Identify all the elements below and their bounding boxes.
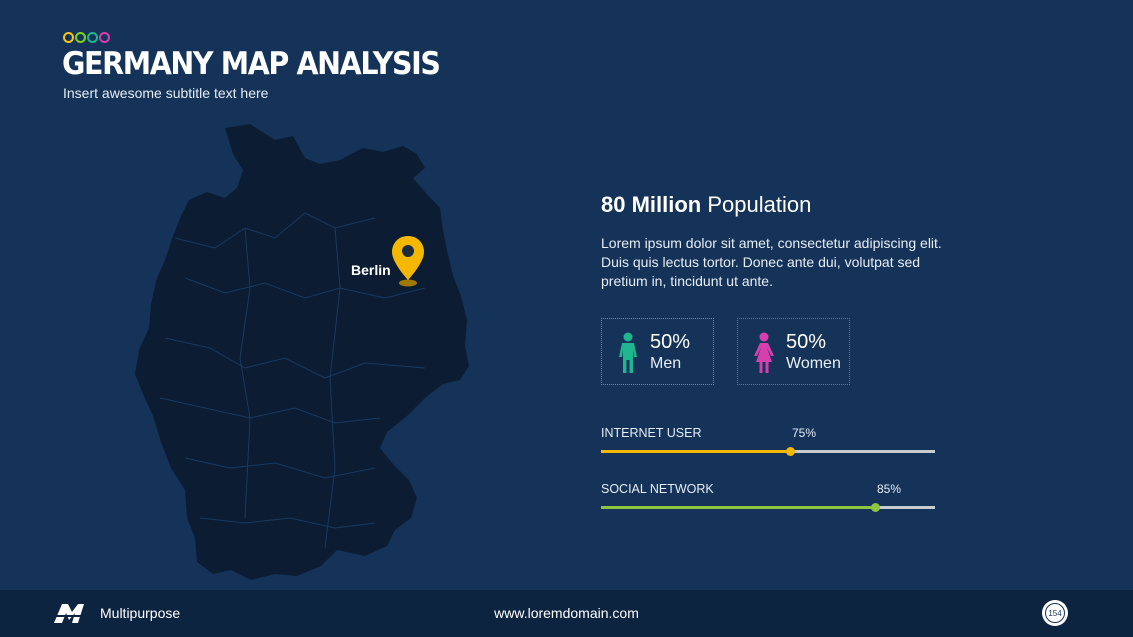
- page-number-badge: 154: [1042, 600, 1068, 626]
- page-title: GERMANY MAP ANALYSIS: [62, 46, 441, 82]
- page-number: 154: [1045, 603, 1065, 623]
- women-stat-card: 50% Women: [737, 318, 850, 385]
- social-network-label: SOCIAL NETWORK: [601, 482, 714, 496]
- color-dots-decoration: [63, 32, 110, 43]
- women-label: Women: [786, 355, 841, 372]
- population-heading: 80 Million Population: [601, 192, 811, 218]
- description-text: Lorem ipsum dolor sit amet, consectetur …: [601, 235, 942, 289]
- page-subtitle: Insert awesome subtitle text here: [63, 85, 269, 101]
- population-value: 80 Million: [601, 192, 702, 217]
- internet-user-progress-bar: [601, 447, 935, 456]
- internet-user-label: INTERNET USER: [601, 426, 702, 440]
- map-pin-icon: [392, 236, 424, 287]
- dot-pink: [99, 32, 110, 43]
- dot-green: [75, 32, 86, 43]
- internet-user-bar-knob: [785, 447, 795, 456]
- female-icon: [754, 332, 774, 373]
- brand-name: Multipurpose: [100, 605, 181, 621]
- population-label: Population: [701, 192, 812, 217]
- internet-user-bar-fill: [601, 450, 790, 453]
- berlin-label: Berlin: [351, 262, 391, 278]
- social-network-percent: 85%: [877, 482, 902, 496]
- social-network-progress-bar: [601, 503, 935, 512]
- male-icon: [619, 332, 637, 373]
- men-label: Men: [650, 355, 682, 372]
- dot-teal: [87, 32, 98, 43]
- website-url[interactable]: www.loremdomain.com: [494, 605, 639, 621]
- men-percentage: 50%: [650, 331, 691, 353]
- social-network-bar-fill: [601, 506, 875, 509]
- social-network-bar-knob: [870, 503, 880, 512]
- brand-logo-icon: [52, 604, 92, 623]
- women-percentage: 50%: [786, 331, 827, 353]
- germany-map: [135, 124, 469, 580]
- footer: Multipurpose www.loremdomain.com 154: [0, 590, 1133, 637]
- dot-yellow: [63, 32, 74, 43]
- internet-user-percent: 75%: [792, 426, 817, 440]
- men-stat-card: 50% Men: [601, 318, 714, 385]
